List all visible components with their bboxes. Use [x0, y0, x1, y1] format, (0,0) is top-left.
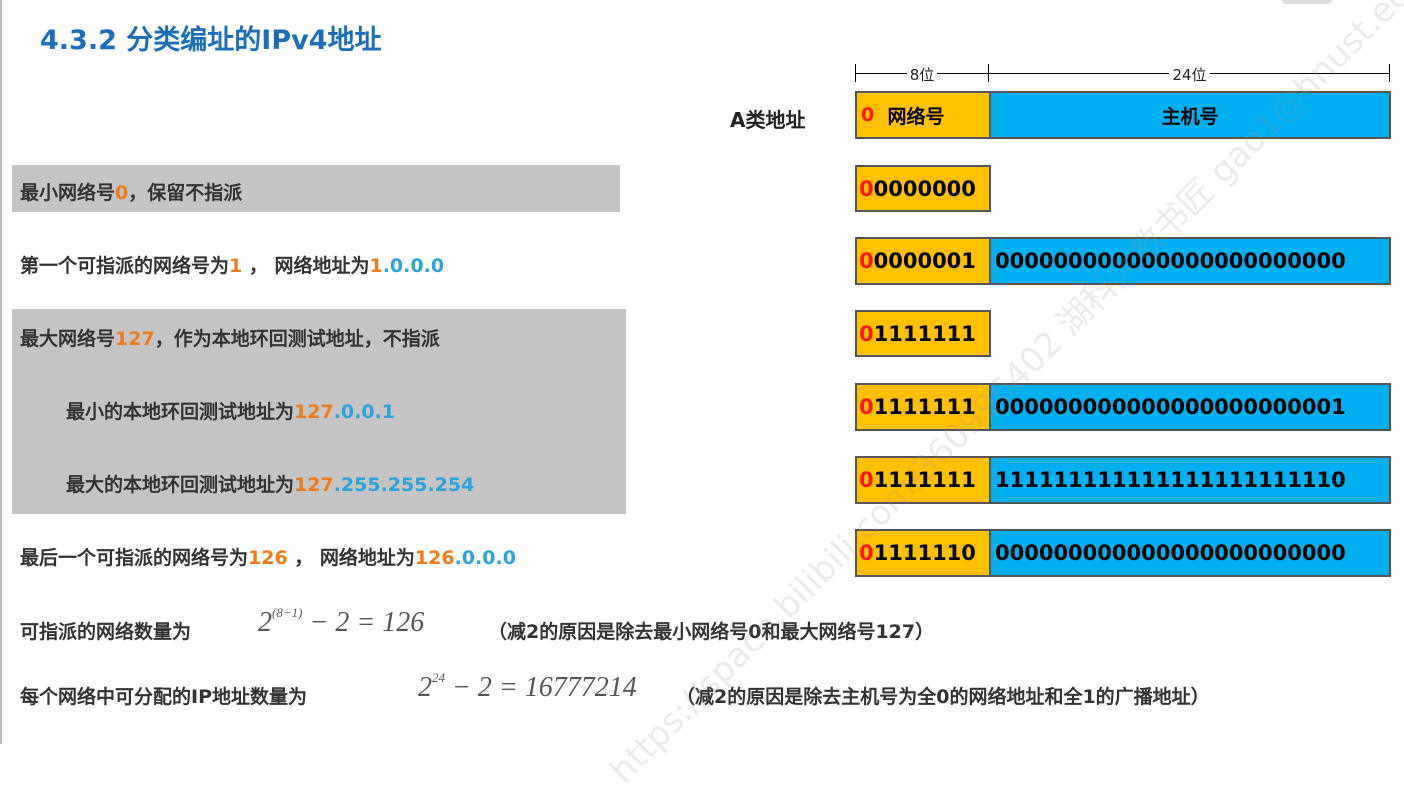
panel-min-network — [12, 165, 620, 212]
dim-net-bits: 8位 — [855, 63, 989, 84]
top-right-mark — [1282, 0, 1332, 4]
bits-host-row-6: 000000000000000000000000 — [989, 529, 1391, 577]
formula1-note: （减2的原因是除去最小网络号0和最大网络号127） — [488, 621, 935, 643]
panel-loopback — [12, 309, 626, 514]
page-title: 4.3.2 分类编址的IPv4地址 — [40, 25, 382, 56]
row-min-network: 最小网络号0，保留不指派 — [20, 182, 243, 204]
bits-net-row-5: 01111111 — [855, 456, 991, 504]
row-first-network: 第一个可指派的网络号为1 ， 网络地址为1.0.0.0 — [20, 255, 445, 277]
bits-net-row-1: 00000000 — [855, 165, 991, 212]
row-max-network: 最大网络号127，作为本地环回测试地址，不指派 — [20, 328, 440, 350]
formula2-expression: 224 − 2 = 16777214 — [418, 669, 637, 703]
bits-net-row-2: 00000001 — [855, 237, 991, 285]
bits-net-row-3: 01111111 — [855, 310, 991, 357]
bits-host-row-5: 111111111111111111111110 — [989, 456, 1391, 504]
bits-host-row-4: 000000000000000000000001 — [989, 383, 1391, 431]
row-min-loopback: 最小的本地环回测试地址为127.0.0.1 — [66, 401, 396, 423]
formula2-label: 每个网络中可分配的IP地址数量为 — [20, 686, 307, 708]
header-host-box: 主机号 — [989, 91, 1391, 139]
left-border — [0, 0, 2, 744]
formula1-label: 可指派的网络数量为 — [20, 621, 192, 643]
bits-host-row-2: 000000000000000000000000 — [989, 237, 1391, 285]
formula1-expression: 2(8−1) − 2 = 126 — [258, 604, 425, 638]
header-network-box: 0 网络号 — [855, 91, 991, 139]
formula2-note: （减2的原因是除去主机号为全0的网络地址和全1的广播地址） — [676, 686, 1210, 708]
bits-net-row-6: 01111110 — [855, 529, 991, 577]
row-last-network: 最后一个可指派的网络号为126 ， 网络地址为126.0.0.0 — [20, 547, 516, 569]
class-a-label: A类地址 — [730, 108, 806, 132]
dim-host-bits: 24位 — [989, 63, 1390, 84]
row-max-loopback: 最大的本地环回测试地址为127.255.255.254 — [66, 474, 475, 496]
